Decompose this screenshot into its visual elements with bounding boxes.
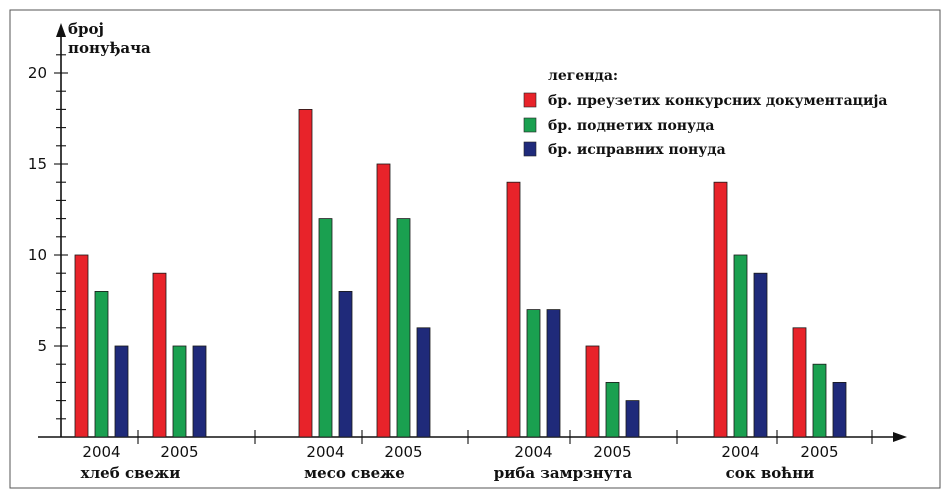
bar: [606, 382, 619, 437]
y-tick-label: 5: [37, 337, 47, 355]
y-axis-label-line1: број: [68, 20, 104, 38]
y-axis-arrow: [56, 23, 66, 37]
bar: [397, 219, 410, 437]
legend: легенда: бр. преузетих конкурсних докуме…: [524, 68, 888, 158]
bar: [793, 328, 806, 437]
plot-area: 5 10 15 20 2004 2005 хлеб свежи 2004 2005 месо св…: [28, 23, 907, 482]
bar: [95, 291, 108, 437]
bar: [339, 291, 352, 437]
bar: [507, 182, 520, 437]
x-axis-arrow: [893, 432, 907, 442]
bar: [299, 109, 312, 437]
y-axis-label-line2: понуђача: [68, 39, 151, 57]
bar: [173, 346, 186, 437]
bar: [714, 182, 727, 437]
x-year-label: 2005: [593, 443, 631, 461]
x-year-label: 2005: [800, 443, 838, 461]
bar: [153, 273, 166, 437]
bar: [193, 346, 206, 437]
x-year-label: 2004: [514, 443, 552, 461]
bar: [417, 328, 430, 437]
x-year-label: 2004: [306, 443, 344, 461]
y-tick-label: 10: [28, 246, 47, 264]
y-tick-label: 20: [28, 64, 47, 82]
x-year-label: 2005: [160, 443, 198, 461]
x-year-label: 2005: [384, 443, 422, 461]
x-group-label: сок воћни: [726, 464, 815, 482]
bar: [75, 255, 88, 437]
bar: [547, 310, 560, 437]
legend-swatch-0: [524, 93, 536, 107]
x-group-label: хлеб свежи: [81, 464, 181, 482]
x-group-label: месо свеже: [304, 464, 405, 482]
bar: [377, 164, 390, 437]
x-group-label: риба замрзнута: [494, 464, 633, 482]
x-year-label: 2004: [721, 443, 759, 461]
bar: [527, 310, 540, 437]
legend-swatch-2: [524, 142, 536, 156]
y-tick-label: 15: [28, 155, 47, 173]
legend-label-1: бр. поднетих понуда: [548, 118, 714, 134]
legend-title: легенда:: [548, 68, 618, 84]
legend-swatch-1: [524, 118, 536, 132]
bar: [115, 346, 128, 437]
bar: [754, 273, 767, 437]
bar: [319, 219, 332, 437]
x-year-label: 2004: [82, 443, 120, 461]
bar: [586, 346, 599, 437]
bar: [833, 382, 846, 437]
bar: [626, 401, 639, 437]
bar: [734, 255, 747, 437]
legend-label-0: бр. преузетих конкурсних документација: [548, 93, 888, 109]
legend-label-2: бр. исправних понуда: [548, 142, 726, 158]
bar: [813, 364, 826, 437]
